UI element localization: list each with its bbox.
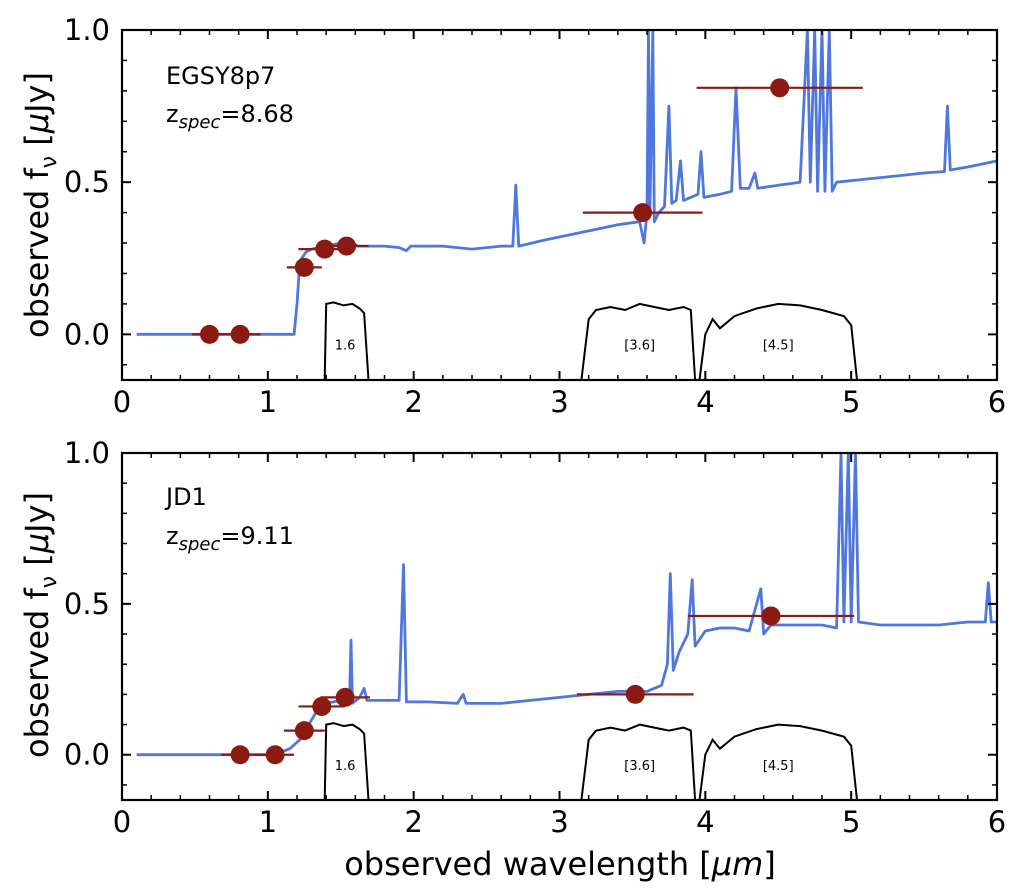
y-tick-label: 0.5: [64, 165, 110, 199]
x-tick-label: 3: [550, 385, 568, 419]
photometry-point: [315, 239, 335, 259]
x-tick-label: 0: [113, 805, 131, 839]
photometry-point: [761, 606, 781, 626]
filter-label: [3.6]: [624, 759, 655, 774]
filter-curves: 1.6 [3.6] [4.5]: [323, 722, 858, 800]
object-name: JD1: [164, 483, 207, 511]
photometry-points: [221, 606, 855, 765]
photometry-point: [230, 745, 250, 765]
y-tick-label: 0.0: [64, 317, 110, 351]
object-name: EGSY8p7: [166, 62, 275, 90]
y-axis-label: observed fν [μJy]: [18, 72, 62, 338]
x-tick-label: 2: [404, 805, 422, 839]
x-tick-label: 1: [259, 805, 277, 839]
panel-bottom: 1.6 [3.6] [4.5] 0 1 2 3 4 5 6 0.0 0.5 1.0 JD1 zspe…: [18, 436, 1006, 839]
filter-curve: [698, 302, 858, 380]
filter-label: 1.6: [335, 759, 356, 774]
y-tick-label: 0.5: [64, 587, 110, 621]
photometry-point: [633, 203, 653, 223]
y-tick-label: 0.0: [64, 738, 110, 772]
y-ticks: 0.0 0.5 1.0: [64, 436, 997, 786]
photometry-point: [230, 324, 250, 344]
photometry-point: [625, 684, 645, 704]
photometry-point: [200, 324, 219, 344]
photometry-point: [312, 696, 332, 716]
y-tick-label: 1.0: [64, 13, 110, 47]
plot-frame: [120, 451, 999, 802]
x-tick-label: 2: [404, 385, 422, 419]
filter-curve: [323, 722, 370, 800]
y-axis-label: observed fν [μJy]: [18, 492, 62, 758]
x-tick-label: 0: [113, 385, 131, 419]
redshift-label: zspec=8.68: [166, 100, 294, 133]
photometry-point: [265, 745, 285, 765]
filter-label: [4.5]: [763, 759, 794, 774]
photometry-point: [337, 236, 357, 256]
x-tick-label: 3: [550, 805, 568, 839]
filter-label: [3.6]: [624, 339, 655, 354]
model-spectrum: [136, 30, 997, 336]
filter-curves: 1.6 [3.6] [4.5]: [323, 301, 858, 380]
x-tick-label: 6: [988, 385, 1006, 419]
x-tick-label: 5: [842, 385, 860, 419]
x-tick-label: 6: [988, 805, 1006, 839]
model-spectrum-line: [136, 453, 997, 757]
filter-curve: [580, 302, 697, 380]
x-axis-label: observed wavelength [μm]: [344, 845, 776, 883]
x-ticks: 0 1 2 3 4 5 6: [113, 30, 1006, 419]
photometry-point: [770, 78, 790, 98]
photometry-point: [335, 687, 355, 707]
photometry-point: [294, 257, 314, 277]
x-tick-label: 1: [259, 385, 277, 419]
x-ticks: 0 1 2 3 4 5 6: [113, 453, 1006, 839]
x-tick-label: 4: [696, 805, 714, 839]
model-spectrum: [136, 453, 997, 757]
redshift-label: zspec=9.11: [166, 522, 294, 555]
y-tick-label: 1.0: [64, 436, 110, 470]
filter-label: [4.5]: [763, 339, 794, 354]
filter-curve: [323, 301, 370, 380]
filter-label: 1.6: [335, 339, 356, 354]
filter-curve: [698, 723, 858, 800]
photometry-points: [192, 78, 863, 344]
x-tick-label: 4: [696, 385, 714, 419]
model-spectrum-line: [136, 30, 997, 336]
photometry-point: [294, 721, 314, 741]
filter-curve: [580, 723, 697, 800]
y-ticks: 0.0 0.5 1.0: [64, 13, 997, 366]
x-tick-label: 5: [842, 805, 860, 839]
